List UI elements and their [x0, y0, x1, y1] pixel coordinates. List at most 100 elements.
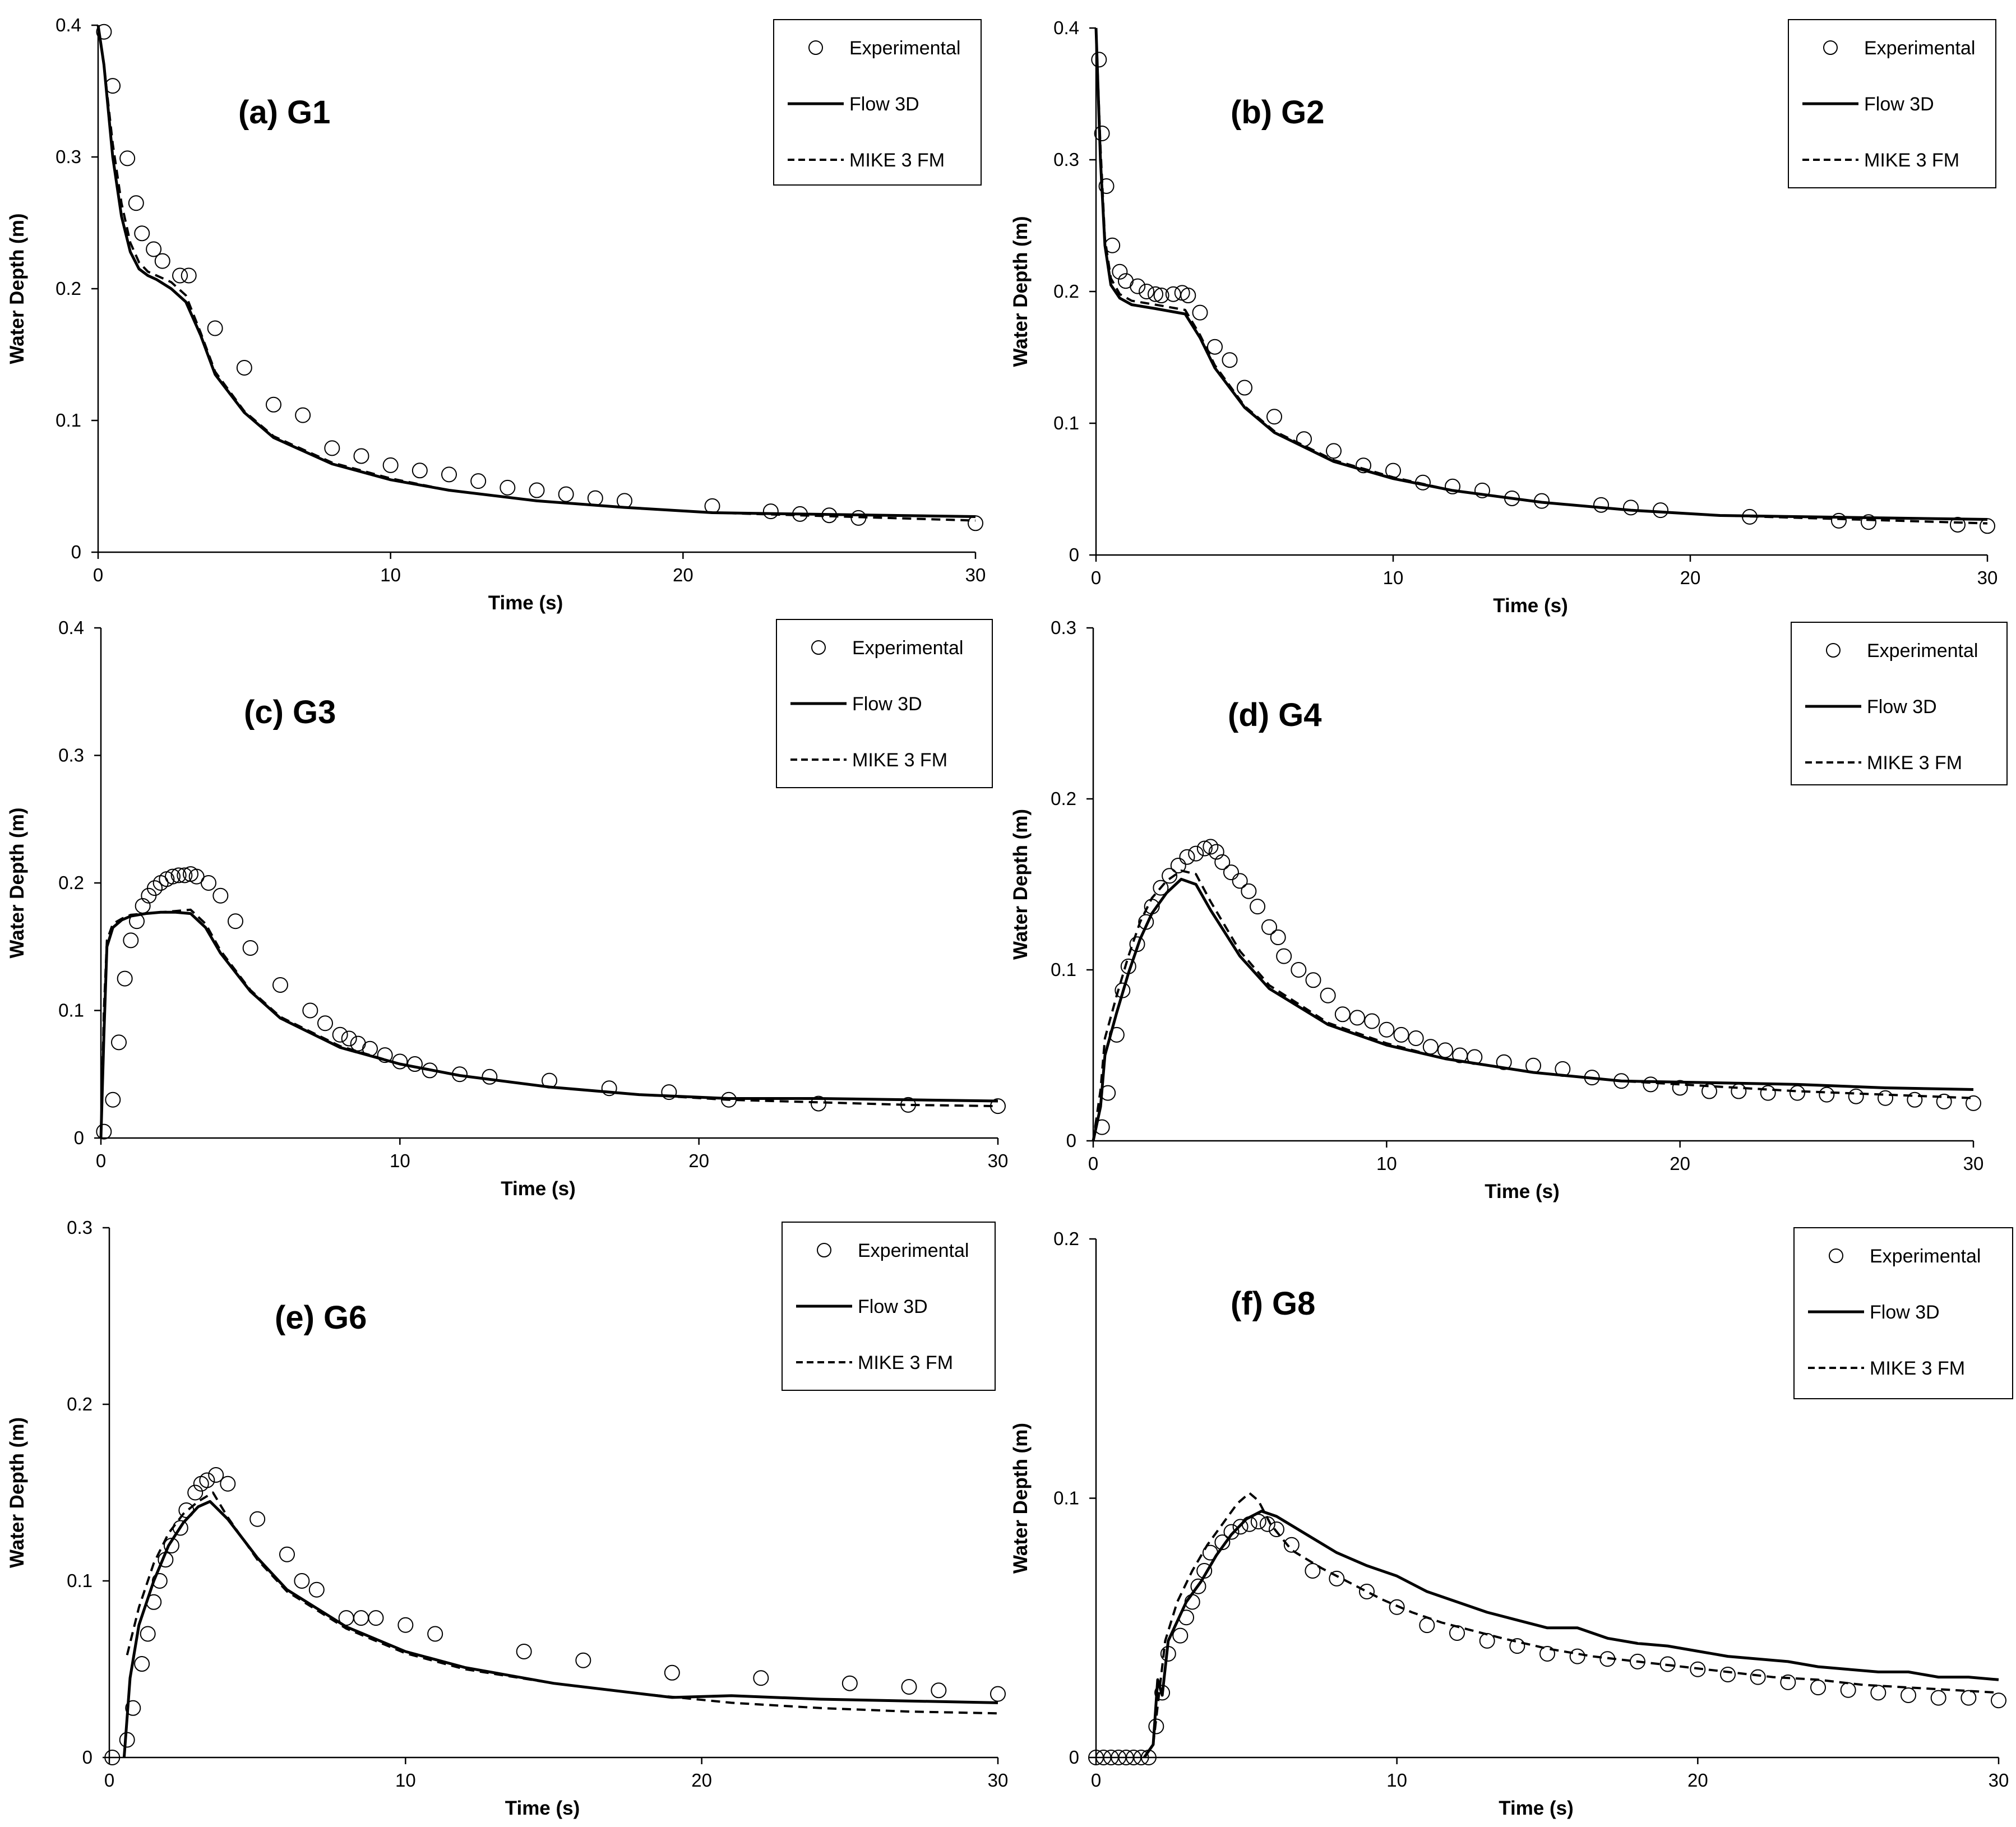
y-tick-label: 0.2 — [1053, 281, 1079, 302]
mike-3-fm-line — [1152, 1492, 1999, 1745]
x-tick-label: 0 — [96, 1150, 106, 1171]
legend: Experimental Flow 3D MIKE 3 FM — [773, 19, 982, 186]
experimental-point — [1659, 1656, 1676, 1672]
experimental-point — [1334, 1006, 1351, 1023]
experimental-point — [105, 1091, 121, 1108]
experimental-point — [753, 1670, 769, 1686]
legend: Experimental Flow 3D MIKE 3 FM — [782, 1222, 996, 1391]
y-tick-label: 0.4 — [56, 15, 81, 35]
x-tick-label: 30 — [1963, 1153, 1984, 1174]
experimental-point — [1214, 854, 1231, 870]
experimental-point — [1091, 52, 1107, 68]
x-tick-label: 30 — [965, 565, 986, 585]
experimental-point — [1509, 1638, 1525, 1654]
experimental-point — [1643, 1076, 1659, 1093]
experimental-point — [1653, 502, 1668, 519]
legend-label-experimental: Experimental — [858, 1240, 969, 1261]
mike-3-fm-line — [100, 908, 998, 1139]
experimental-point — [1907, 1091, 1923, 1108]
experimental-point — [212, 887, 229, 904]
experimental-point — [236, 360, 252, 376]
experimental-point — [1112, 263, 1128, 280]
experimental-point — [1364, 1013, 1380, 1029]
legend-label-flow-3d: Flow 3D — [1870, 1302, 1940, 1323]
experimental-point — [516, 1644, 532, 1659]
experimental-point — [1162, 868, 1178, 884]
experimental-point — [575, 1652, 591, 1668]
chart-a-g1: 0 10 20 30 0 0.1 0.2 0.3 0.4 Time (s) Water Depth … — [6, 15, 986, 614]
experimental-point — [1207, 339, 1223, 355]
experimental-point — [1474, 482, 1490, 498]
y-tick-label: 0.1 — [1053, 1488, 1079, 1509]
experimental-point — [1232, 1519, 1249, 1535]
experimental-point — [1305, 1563, 1321, 1579]
x-tick-label: 10 — [395, 1770, 416, 1791]
experimental-point — [1831, 512, 1847, 529]
experimental-point — [96, 24, 112, 40]
experimental-point — [1349, 1010, 1365, 1026]
experimental-point — [199, 1472, 215, 1488]
experimental-point — [500, 479, 516, 496]
experimental-point — [119, 150, 136, 166]
y-tick-label: 0.3 — [58, 745, 84, 766]
legend-symbol-experimental — [811, 640, 826, 655]
experimental-point — [1479, 1632, 1495, 1649]
y-axis-title: Water Depth (m) — [1010, 1423, 1032, 1574]
experimental-point — [1130, 278, 1146, 294]
experimental-point — [990, 1686, 1006, 1702]
experimental-point — [188, 868, 205, 885]
legend-label-mike-3-fm: MIKE 3 FM — [1864, 150, 1959, 171]
experimental-point — [1780, 1674, 1796, 1690]
experimental-point — [1237, 380, 1252, 396]
experimental-point — [382, 457, 399, 473]
x-tick-label: 0 — [1088, 1153, 1098, 1174]
flow-3d-line — [99, 910, 998, 1139]
experimental-point — [104, 1750, 121, 1765]
experimental-point — [147, 880, 163, 896]
experimental-point — [1720, 1667, 1736, 1682]
x-tick-label: 10 — [390, 1150, 410, 1171]
experimental-point — [228, 913, 243, 929]
y-tick-label: 0 — [1069, 544, 1079, 565]
series-experimental — [1088, 1514, 2006, 1765]
series-flow-3d — [1094, 27, 1988, 521]
experimental-point — [901, 1679, 917, 1695]
experimental-point — [111, 1034, 127, 1051]
experimental-point — [1760, 1085, 1776, 1101]
experimental-point — [154, 253, 170, 269]
y-tick-label: 0.2 — [1053, 1228, 1079, 1249]
flow-3d-line — [1143, 1510, 1999, 1759]
y-tick-label: 0.1 — [1051, 959, 1076, 980]
experimental-point — [1356, 457, 1371, 474]
experimental-point — [207, 320, 223, 336]
experimental-point — [968, 515, 983, 531]
experimental-point — [1731, 1083, 1747, 1099]
experimental-point — [163, 1538, 179, 1553]
experimental-point — [1991, 1692, 2006, 1709]
x-tick-label: 10 — [1376, 1153, 1397, 1174]
experimental-point — [1170, 857, 1186, 873]
flow-3d-line — [1094, 27, 1988, 521]
experimental-point — [1326, 443, 1342, 459]
legend: Experimental Flow 3D MIKE 3 FM — [1788, 19, 1996, 188]
legend-label-flow-3d: Flow 3D — [849, 94, 919, 115]
experimental-point — [529, 482, 545, 498]
mike-3-fm-line — [97, 25, 976, 522]
x-tick-label: 0 — [1091, 1770, 1101, 1791]
series-mike-3-fm — [126, 1491, 998, 1715]
experimental-point — [1848, 1088, 1864, 1104]
experimental-point — [1449, 1625, 1465, 1641]
series-flow-3d — [1143, 1510, 1999, 1759]
x-tick-label: 20 — [673, 565, 693, 585]
experimental-point — [165, 868, 181, 885]
experimental-point — [1878, 1090, 1893, 1106]
legend-label-experimental: Experimental — [1870, 1246, 1981, 1267]
experimental-point — [324, 440, 340, 456]
x-tick-label: 10 — [1383, 567, 1404, 588]
experimental-point — [587, 490, 603, 506]
y-tick-label: 0.2 — [67, 1394, 93, 1414]
experimental-point — [353, 448, 369, 464]
x-axis-title: Time (s) — [505, 1797, 580, 1819]
experimental-point — [1232, 873, 1248, 889]
